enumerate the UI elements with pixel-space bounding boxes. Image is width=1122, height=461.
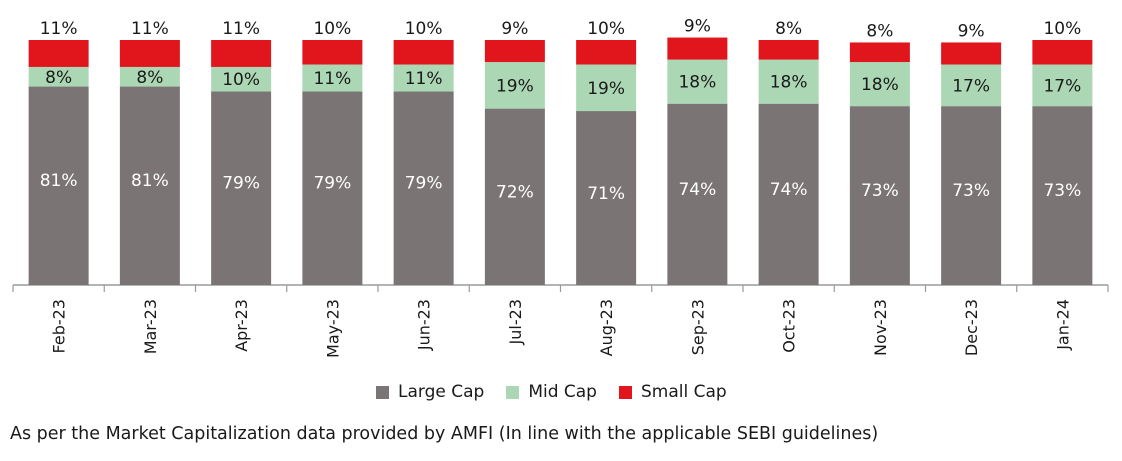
- data-label: 18%: [770, 73, 808, 93]
- x-tick-label: Sep-23: [688, 299, 707, 355]
- data-label: 10%: [313, 19, 351, 39]
- data-label: 11%: [405, 69, 443, 89]
- bar-segment-small-cap: [393, 40, 454, 65]
- data-label: 10%: [405, 19, 443, 39]
- data-label: 73%: [952, 181, 990, 201]
- data-label: 10%: [222, 70, 260, 90]
- data-label: 8%: [866, 21, 893, 41]
- bar-segment-small-cap: [849, 42, 910, 63]
- bar-segment-mid-cap: [849, 62, 910, 107]
- data-label: 79%: [222, 173, 260, 193]
- data-label: 10%: [587, 19, 625, 39]
- bar-segment-mid-cap: [484, 62, 545, 109]
- data-label: 74%: [678, 180, 716, 200]
- data-label: 8%: [45, 68, 72, 88]
- x-tick-label: Oct-23: [780, 299, 799, 353]
- data-label: 79%: [313, 173, 351, 193]
- legend-swatch-mid-cap: [506, 385, 520, 399]
- bar-segment-small-cap: [484, 40, 545, 63]
- data-label: 19%: [496, 76, 534, 96]
- legend-label-small-cap: Small Cap: [640, 382, 727, 402]
- bar-segment-large-cap: [941, 106, 1002, 286]
- bar-segment-large-cap: [302, 91, 363, 285]
- data-label: 81%: [40, 171, 78, 191]
- bar-segment-small-cap: [667, 37, 728, 60]
- bar-segment-small-cap: [28, 40, 89, 67]
- legend-swatch-small-cap: [618, 385, 632, 399]
- data-label: 11%: [40, 19, 78, 39]
- legend-item-large-cap: Large Cap: [376, 382, 484, 402]
- data-label: 18%: [861, 75, 899, 95]
- x-tick-label: Nov-23: [871, 299, 890, 356]
- bar-segment-mid-cap: [393, 64, 454, 92]
- bar-segment-mid-cap: [28, 66, 89, 87]
- data-label: 17%: [1043, 76, 1081, 96]
- bar-segment-large-cap: [758, 103, 819, 285]
- data-label: 79%: [405, 173, 443, 193]
- data-label: 17%: [952, 76, 990, 96]
- data-label: 81%: [131, 171, 169, 191]
- bar-segment-small-cap: [302, 40, 363, 65]
- data-label: 9%: [958, 21, 985, 41]
- bar-segment-small-cap: [941, 42, 1002, 65]
- bar-segment-small-cap: [758, 40, 819, 60]
- legend-label-large-cap: Large Cap: [398, 382, 485, 402]
- x-tick-label: Dec-23: [962, 299, 981, 356]
- bar-segment-mid-cap: [667, 59, 728, 104]
- data-label: 73%: [1043, 181, 1081, 201]
- x-tick-label: Aug-23: [597, 299, 616, 356]
- bar-segment-large-cap: [849, 106, 910, 286]
- bar-segment-small-cap: [119, 40, 180, 67]
- legend-swatch-large-cap: [376, 385, 389, 399]
- bar-segment-mid-cap: [941, 64, 1002, 107]
- data-label: 11%: [313, 69, 351, 89]
- x-tick-label: Apr-23: [232, 299, 251, 352]
- data-label: 71%: [587, 184, 625, 204]
- bar-segment-mid-cap: [211, 66, 272, 92]
- bar-segment-small-cap: [211, 40, 272, 67]
- x-tick-label: Mar-23: [141, 299, 160, 354]
- data-label: 9%: [501, 19, 528, 39]
- bar-segment-small-cap: [576, 40, 637, 65]
- bar-segment-mid-cap: [758, 59, 819, 104]
- data-label: 11%: [222, 19, 260, 39]
- bar-segment-large-cap: [393, 91, 454, 285]
- x-tick-label: Jun-23: [415, 299, 434, 351]
- data-label: 10%: [1043, 19, 1081, 39]
- legend-item-small-cap: Small Cap: [618, 382, 727, 402]
- data-label: 18%: [678, 73, 716, 93]
- bar-segment-large-cap: [211, 91, 272, 285]
- data-label: 9%: [684, 17, 711, 37]
- footnote: As per the Market Capitalization data pr…: [10, 424, 879, 444]
- data-label: 8%: [775, 19, 802, 39]
- x-tick-label: Jul-23: [506, 299, 525, 345]
- legend-item-mid-cap: Mid Cap: [506, 382, 597, 402]
- data-label: 11%: [131, 19, 169, 39]
- data-label: 19%: [587, 79, 625, 99]
- legend: Large Cap Mid Cap Small Cap: [376, 382, 749, 402]
- x-tick-label: Feb-23: [50, 299, 69, 353]
- legend-label-mid-cap: Mid Cap: [528, 382, 597, 402]
- bar-segment-large-cap: [1032, 106, 1093, 286]
- bar-segment-mid-cap: [1032, 64, 1093, 107]
- bar-segment-large-cap: [119, 86, 180, 285]
- bar-segment-small-cap: [1032, 40, 1093, 65]
- data-label: 74%: [770, 180, 808, 200]
- data-label: 73%: [861, 181, 899, 201]
- bar-segment-large-cap: [667, 103, 728, 285]
- bar-segment-large-cap: [28, 86, 89, 285]
- data-label: 8%: [136, 68, 163, 88]
- stacked-bar-chart: 81% 8% 11% Feb-23 81% 8% 11% Mar-23 79% 10% 11% Apr…: [12, 17, 1109, 358]
- bar-segment-mid-cap: [302, 64, 363, 92]
- bar-segment-large-cap: [576, 111, 637, 285]
- bar-segment-mid-cap: [119, 66, 180, 87]
- bar-segment-mid-cap: [576, 64, 637, 112]
- x-tick-label: May-23: [323, 299, 342, 358]
- data-label: 72%: [496, 183, 534, 203]
- bar-segment-large-cap: [484, 108, 545, 285]
- x-tick-label: Jan-24: [1053, 299, 1072, 351]
